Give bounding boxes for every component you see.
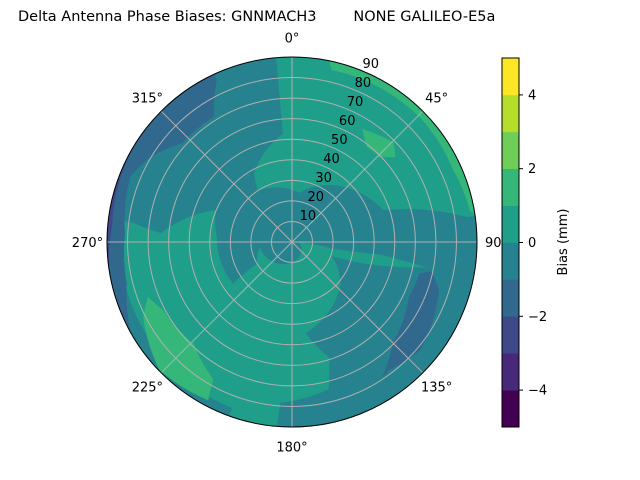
colorbar-tick-label: −2	[528, 310, 547, 325]
radial-tick-label: 50	[331, 133, 348, 148]
radial-tick-label: 70	[347, 95, 364, 110]
colorbar-segment	[502, 353, 519, 391]
colorbar-segment	[502, 390, 519, 428]
radial-tick-label: 60	[339, 114, 356, 129]
radial-tick-label: 20	[307, 190, 324, 205]
angular-gridline	[160, 110, 293, 243]
polar-grid	[106, 56, 478, 428]
colorbar-segment	[502, 94, 519, 133]
colorbar-tick-label: 0	[528, 236, 536, 251]
contour-region	[143, 296, 214, 401]
angular-gridline	[291, 241, 424, 374]
radial-tick-label: 80	[355, 76, 372, 91]
colorbar: −4 −2 0 2 4 Bias (mm)	[501, 57, 571, 428]
polar-tick-labels: 0°45°90°135°180°225°270°315°102030405060…	[72, 31, 508, 455]
angle-tick-label: 225°	[132, 381, 163, 396]
radial-tick-label: 30	[315, 171, 332, 186]
angle-tick-label: 45°	[425, 91, 448, 106]
colorbar-segment	[502, 316, 519, 354]
colorbar-segment	[502, 279, 519, 317]
chart-title: Delta Antenna Phase Biases: GNNMACH3 NON…	[18, 9, 496, 25]
angle-tick-label: 135°	[421, 381, 452, 396]
polar-frame	[106, 56, 478, 428]
angle-tick-label: 0°	[285, 31, 300, 46]
angle-tick-label: 315°	[132, 91, 163, 106]
angle-tick-label: 180°	[276, 441, 307, 456]
angle-tick-label: 270°	[72, 236, 103, 251]
colorbar-segment	[502, 131, 519, 169]
colorbar-label: Bias (mm)	[556, 209, 571, 276]
radial-tick-label: 10	[300, 209, 317, 224]
colorbar-tick-label: −4	[528, 384, 547, 399]
colorbar-segment	[502, 168, 519, 206]
angular-gridline	[160, 241, 293, 374]
colorbar-segment	[502, 205, 519, 243]
colorbar-segment	[502, 242, 519, 280]
radial-tick-label: 90	[363, 57, 380, 72]
colorbar-tick-label: 2	[528, 162, 536, 177]
radial-tick-label: 40	[323, 152, 340, 167]
colorbar-tick-label: 4	[528, 88, 536, 103]
colorbar-segment	[502, 58, 519, 96]
angular-gridline	[291, 110, 424, 243]
